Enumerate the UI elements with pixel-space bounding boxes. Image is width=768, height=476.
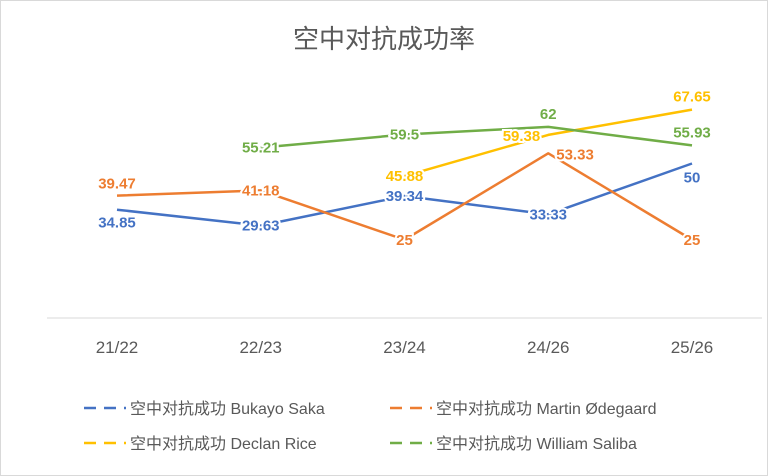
x-tick-label: 21/22 <box>96 338 139 357</box>
data-label: 59.5 <box>390 127 419 144</box>
x-tick-label: 25/26 <box>671 338 714 357</box>
series-line <box>260 125 693 149</box>
legend-item: 空中对抗成功 Bukayo Saka <box>84 400 325 418</box>
data-label: 39.47 <box>98 176 136 193</box>
legend-label: 空中对抗成功 Martin Ødegaard <box>436 400 657 418</box>
data-label: 59.38 <box>503 128 541 145</box>
x-tick-label: 23/24 <box>383 338 426 357</box>
data-label: 67.65 <box>673 89 711 106</box>
legend-label: 空中对抗成功 William Saliba <box>436 435 637 453</box>
series-line <box>116 162 693 227</box>
data-label: 29.63 <box>242 218 280 235</box>
x-tick-label: 24/26 <box>527 338 570 357</box>
series-line <box>404 108 693 178</box>
data-label: 62 <box>540 106 557 123</box>
data-label: 55.93 <box>673 124 711 141</box>
data-label: 53.33 <box>556 146 594 163</box>
data-label: 33.33 <box>529 206 567 223</box>
legend-item: 空中对抗成功 Martin Ødegaard <box>390 400 657 418</box>
chart-title: 空中对抗成功率 <box>293 24 475 54</box>
series-line <box>116 152 693 241</box>
data-label: 55.21 <box>242 140 280 157</box>
legend-label: 空中对抗成功 Bukayo Saka <box>130 400 325 418</box>
data-label: 41.18 <box>242 182 280 199</box>
data-label: 25 <box>396 232 413 249</box>
data-label: 50 <box>684 170 701 187</box>
data-label: 39.34 <box>386 188 424 205</box>
data-label: 34.85 <box>98 215 136 232</box>
legend-label: 空中对抗成功 Declan Rice <box>130 435 317 453</box>
x-tick-label: 22/23 <box>239 338 282 357</box>
legend-item: 空中对抗成功 William Saliba <box>390 435 637 453</box>
data-label: 25 <box>684 232 701 249</box>
data-label: 45.88 <box>386 168 424 185</box>
legend-item: 空中对抗成功 Declan Rice <box>84 435 317 453</box>
